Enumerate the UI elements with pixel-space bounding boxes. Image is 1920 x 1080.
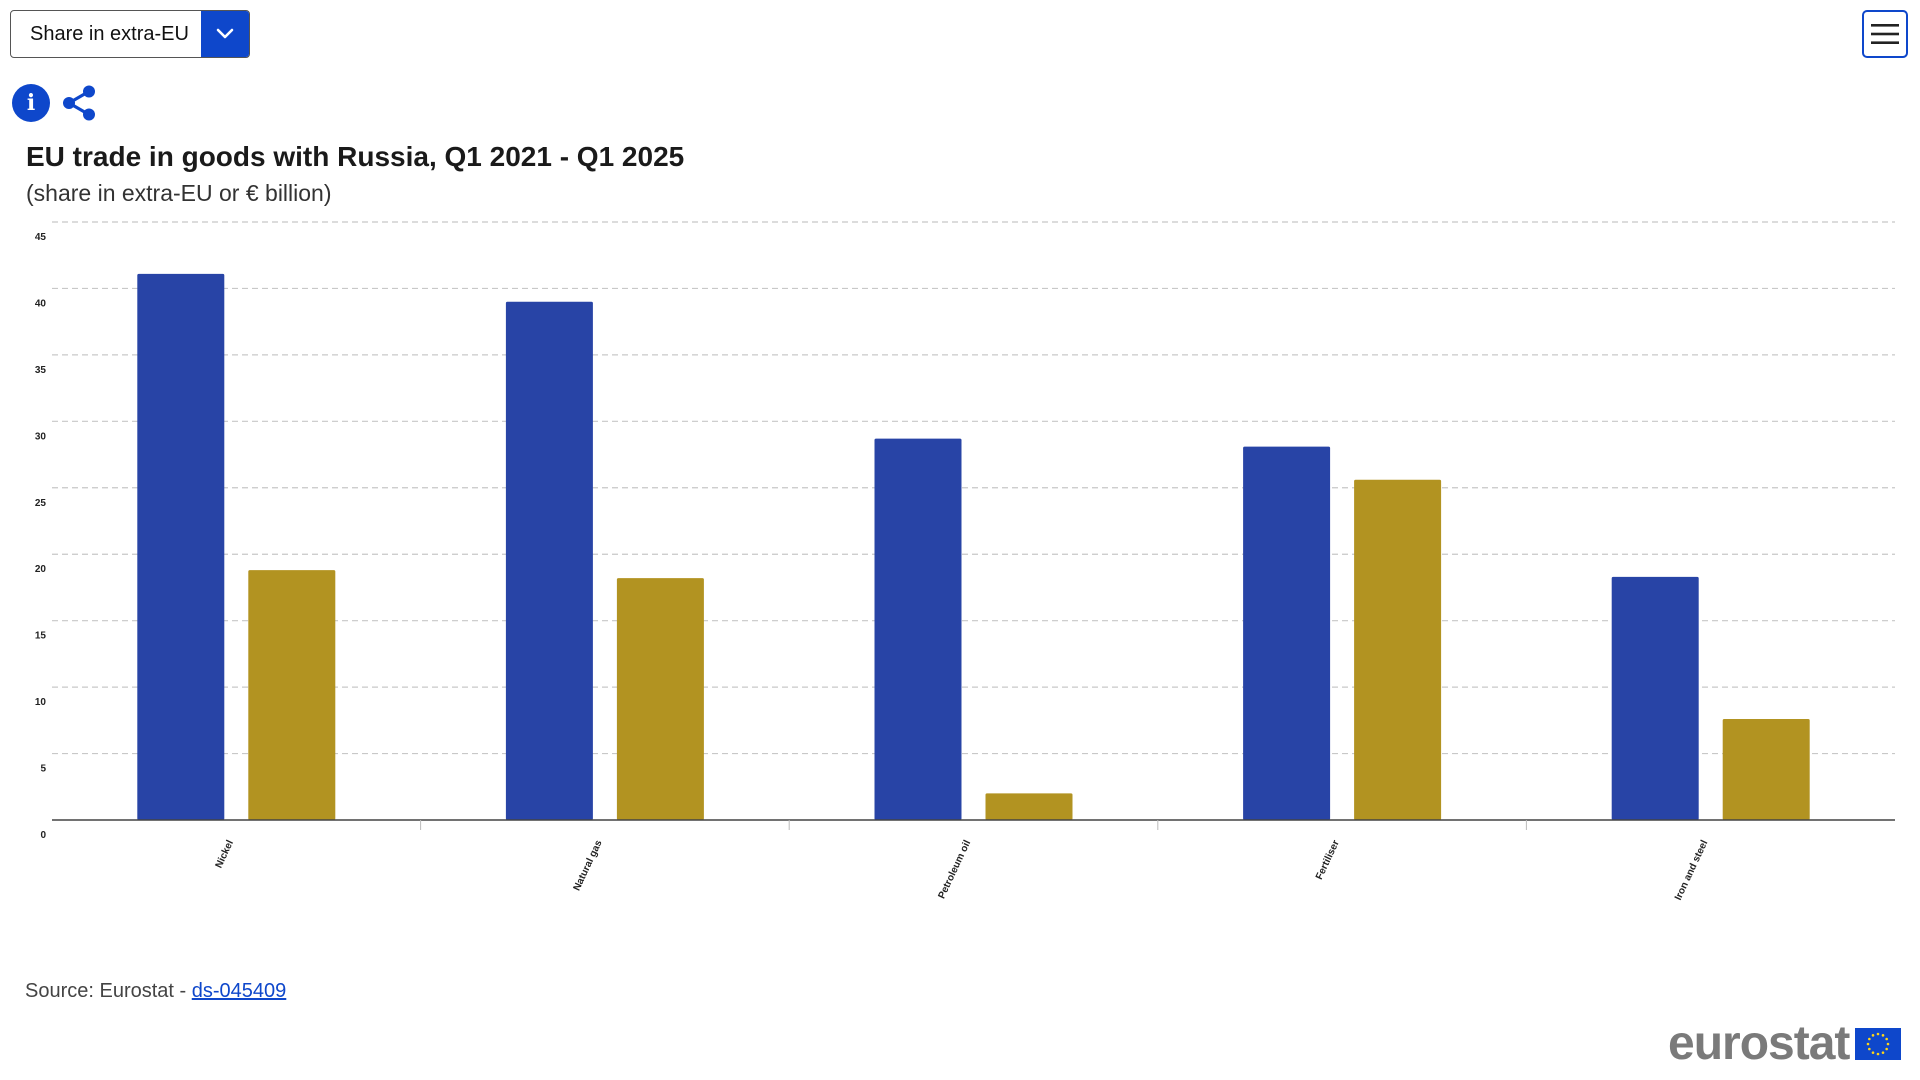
- y-tick-label: 0: [40, 830, 46, 841]
- chart-subtitle: (share in extra-EU or € billion): [26, 180, 332, 206]
- dataset-link[interactable]: ds-045409: [191, 980, 287, 1002]
- bar[interactable]: [137, 273, 225, 820]
- x-axis-ticks: Nickel Natural gas Petroleum oil Fertiliser…: [214, 838, 1711, 902]
- flag-star: [1887, 1042, 1890, 1046]
- y-tick-label: 5: [40, 764, 46, 775]
- y-axis-ticks: 0 5 10 15 20 25 30 35 40 45: [35, 232, 47, 841]
- y-tick-label: 20: [35, 564, 47, 575]
- bar[interactable]: [248, 570, 336, 820]
- bar[interactable]: [1243, 446, 1331, 820]
- bar[interactable]: [985, 793, 1073, 820]
- eu-flag-icon: [1855, 1028, 1902, 1060]
- x-tick-label: Petroleum oil: [936, 838, 973, 900]
- source-prefix: Source: Eurostat -: [25, 980, 192, 1002]
- flag-star: [1867, 1042, 1870, 1046]
- y-tick-label: 10: [35, 697, 47, 708]
- eurostat-logo: eurostat: [1668, 1017, 1902, 1070]
- flag-star: [1872, 1034, 1875, 1037]
- flag-star: [1885, 1037, 1889, 1041]
- x-tick-label: Nickel: [214, 838, 237, 870]
- share-icon[interactable]: [60, 84, 98, 122]
- y-tick-label: 15: [35, 631, 47, 642]
- hamburger-menu-icon[interactable]: [1862, 10, 1908, 58]
- chevron-down-icon[interactable]: [201, 11, 249, 57]
- grid-lines: [52, 221, 1895, 755]
- x-tick-label: Iron and steel: [1673, 838, 1711, 902]
- indicator-dropdown[interactable]: Share in extra-EU: [10, 10, 250, 58]
- flag-star: [1882, 1034, 1885, 1037]
- bar[interactable]: [1611, 576, 1699, 820]
- info-icon[interactable]: i: [12, 84, 50, 122]
- x-tick-label: Fertiliser: [1314, 839, 1342, 882]
- y-tick-label: 45: [35, 232, 47, 243]
- logo-text: eurostat: [1668, 1017, 1850, 1070]
- bar[interactable]: [505, 301, 593, 820]
- y-tick-label: 30: [35, 431, 47, 442]
- dropdown-selected-value: Share in extra-EU: [30, 22, 189, 45]
- flag-star: [1885, 1047, 1889, 1051]
- x-axis: [52, 819, 1895, 830]
- flag-star: [1877, 1032, 1880, 1036]
- bar[interactable]: [616, 578, 704, 820]
- flag-star: [1877, 1052, 1880, 1056]
- bar[interactable]: [874, 438, 962, 820]
- x-tick-label: Natural gas: [572, 838, 605, 892]
- flag-star: [1882, 1051, 1885, 1054]
- bar[interactable]: [1354, 479, 1442, 820]
- y-tick-label: 25: [35, 498, 47, 509]
- flag-star: [1868, 1037, 1872, 1041]
- source-note: Source: Eurostat - ds-045409: [25, 980, 286, 1003]
- bars: [137, 273, 1810, 820]
- y-tick-label: 35: [35, 365, 47, 376]
- flag-star: [1872, 1051, 1875, 1054]
- flag-star: [1868, 1047, 1872, 1051]
- bar-chart: 0 5 10 15 20 25 30 35 40 45 Nickel Natural gas Petr…: [35, 221, 1895, 902]
- bar[interactable]: [1722, 719, 1810, 820]
- chart-title: EU trade in goods with Russia, Q1 2021 -…: [26, 141, 685, 172]
- y-tick-label: 40: [35, 298, 47, 309]
